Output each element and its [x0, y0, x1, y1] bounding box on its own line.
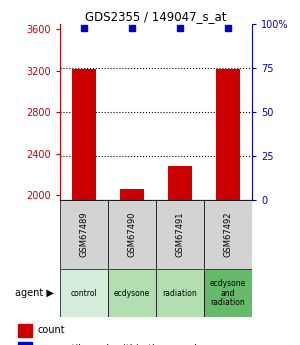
Text: percentile rank within the sample: percentile rank within the sample: [38, 344, 203, 345]
Text: GSM67491: GSM67491: [176, 212, 184, 257]
Bar: [204, 200, 252, 269]
Bar: [108, 269, 156, 317]
Bar: [156, 269, 204, 317]
Text: GSM67489: GSM67489: [80, 212, 88, 257]
Text: ecdysone
and
radiation: ecdysone and radiation: [210, 279, 246, 307]
Text: control: control: [70, 289, 98, 298]
Bar: [60, 200, 108, 269]
Bar: [168, 166, 192, 200]
Bar: [60, 269, 108, 317]
Bar: [216, 69, 240, 200]
Bar: [156, 200, 204, 269]
Text: count: count: [38, 325, 65, 335]
Text: agent ▶: agent ▶: [15, 288, 54, 298]
Text: ecdysone: ecdysone: [114, 289, 150, 298]
Bar: [120, 189, 144, 200]
Text: GSM67490: GSM67490: [128, 212, 136, 257]
Bar: [72, 69, 96, 200]
Text: radiation: radiation: [163, 289, 197, 298]
Text: GSM67492: GSM67492: [224, 212, 232, 257]
Bar: [108, 200, 156, 269]
Bar: [17, 343, 32, 345]
Bar: [17, 324, 32, 337]
Bar: [204, 269, 252, 317]
Title: GDS2355 / 149047_s_at: GDS2355 / 149047_s_at: [85, 10, 227, 23]
